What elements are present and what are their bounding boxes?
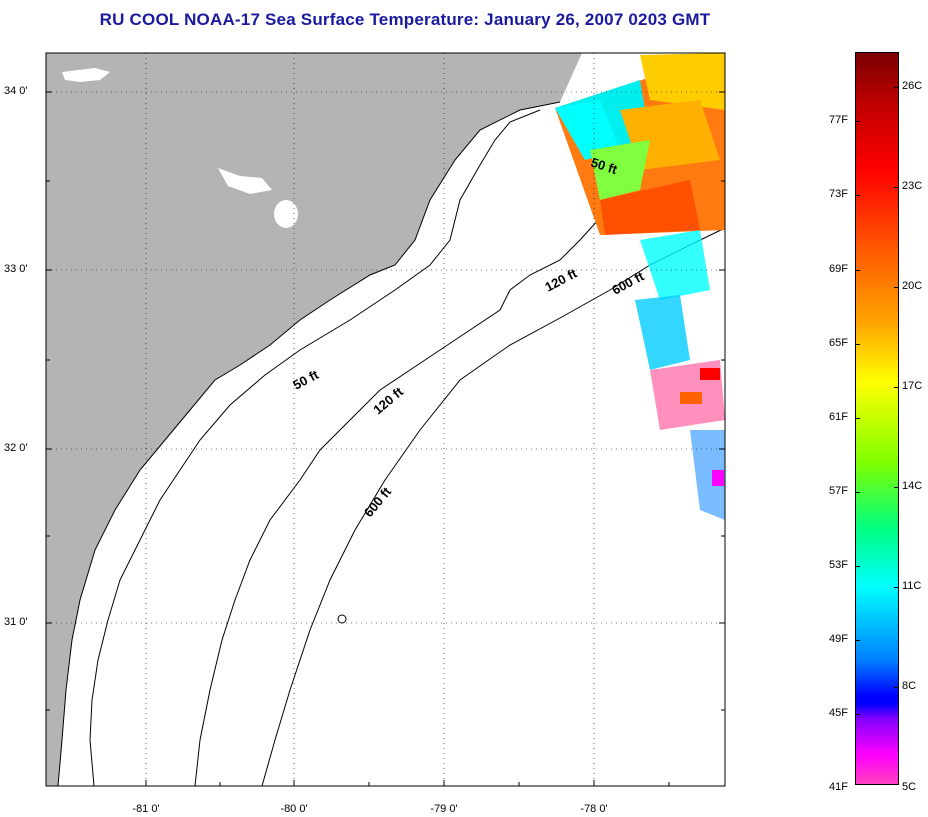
colorbar-f-57: 57F xyxy=(829,485,848,497)
colorbar-f-41: 41F xyxy=(829,781,848,793)
colorbar-c-14: 14C xyxy=(902,480,923,492)
lat-label-34: 34 0' xyxy=(4,85,28,97)
colorbar-f-49: 49F xyxy=(829,633,848,645)
lon-label-81: -81 0' xyxy=(132,803,160,815)
colorbar-f-53: 53F xyxy=(829,559,848,571)
colorbar-f-61: 61F xyxy=(829,411,848,423)
colorbar-f-45: 45F xyxy=(829,707,848,719)
colorbar-f-73: 73F xyxy=(829,188,848,200)
colorbar-c-23: 23C xyxy=(902,180,923,192)
lon-label-80: -80 0' xyxy=(280,803,308,815)
sst-swath xyxy=(555,53,725,520)
colorbar-c-5: 5C xyxy=(902,781,917,793)
colorbar-c-17: 17C xyxy=(902,380,923,392)
colorbar-f-65: 65F xyxy=(829,337,848,349)
colorbar-c-26: 26C xyxy=(902,80,923,92)
colorbar-c-8: 8C xyxy=(902,680,917,692)
colorbar-f-69: 69F xyxy=(829,263,848,275)
lat-label-33: 33 0' xyxy=(4,263,28,275)
colorbar-c-11: 11C xyxy=(902,580,922,592)
lon-label-79: -79 0' xyxy=(430,803,458,815)
lon-label-78: -78 0' xyxy=(580,803,608,815)
map-title: RU COOL NOAA-17 Sea Surface Temperature:… xyxy=(99,10,711,29)
lat-label-32: 32 0' xyxy=(4,442,28,454)
temperature-colorbar xyxy=(855,52,899,785)
lat-label-31: 31 0' xyxy=(4,616,28,628)
colorbar-c-20: 20C xyxy=(902,280,923,292)
colorbar-f-77: 77F xyxy=(829,114,848,126)
land-mass xyxy=(46,53,582,786)
